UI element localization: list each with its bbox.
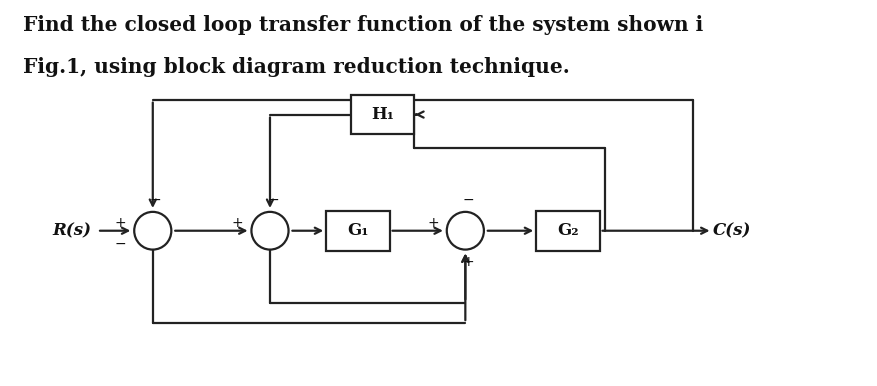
Text: G₁: G₁ [347, 222, 368, 239]
Circle shape [446, 212, 484, 250]
Text: R(s): R(s) [53, 222, 91, 239]
Text: −: − [462, 193, 474, 207]
Text: Find the closed loop transfer function of the system shown i: Find the closed loop transfer function o… [23, 15, 703, 35]
FancyBboxPatch shape [326, 211, 389, 251]
Text: H₁: H₁ [371, 106, 394, 123]
Circle shape [252, 212, 289, 250]
Text: −: − [267, 193, 279, 207]
Text: C(s): C(s) [713, 222, 752, 239]
Text: +: + [115, 216, 126, 230]
Text: +: + [232, 216, 244, 230]
FancyBboxPatch shape [351, 95, 414, 134]
Text: G₂: G₂ [557, 222, 579, 239]
Text: +: + [462, 254, 474, 269]
FancyBboxPatch shape [536, 211, 600, 251]
Text: −: − [150, 193, 161, 207]
Text: +: + [427, 216, 438, 230]
Circle shape [134, 212, 171, 250]
Text: −: − [115, 237, 126, 251]
Text: Fig.1, using block diagram reduction technique.: Fig.1, using block diagram reduction tec… [23, 57, 570, 77]
